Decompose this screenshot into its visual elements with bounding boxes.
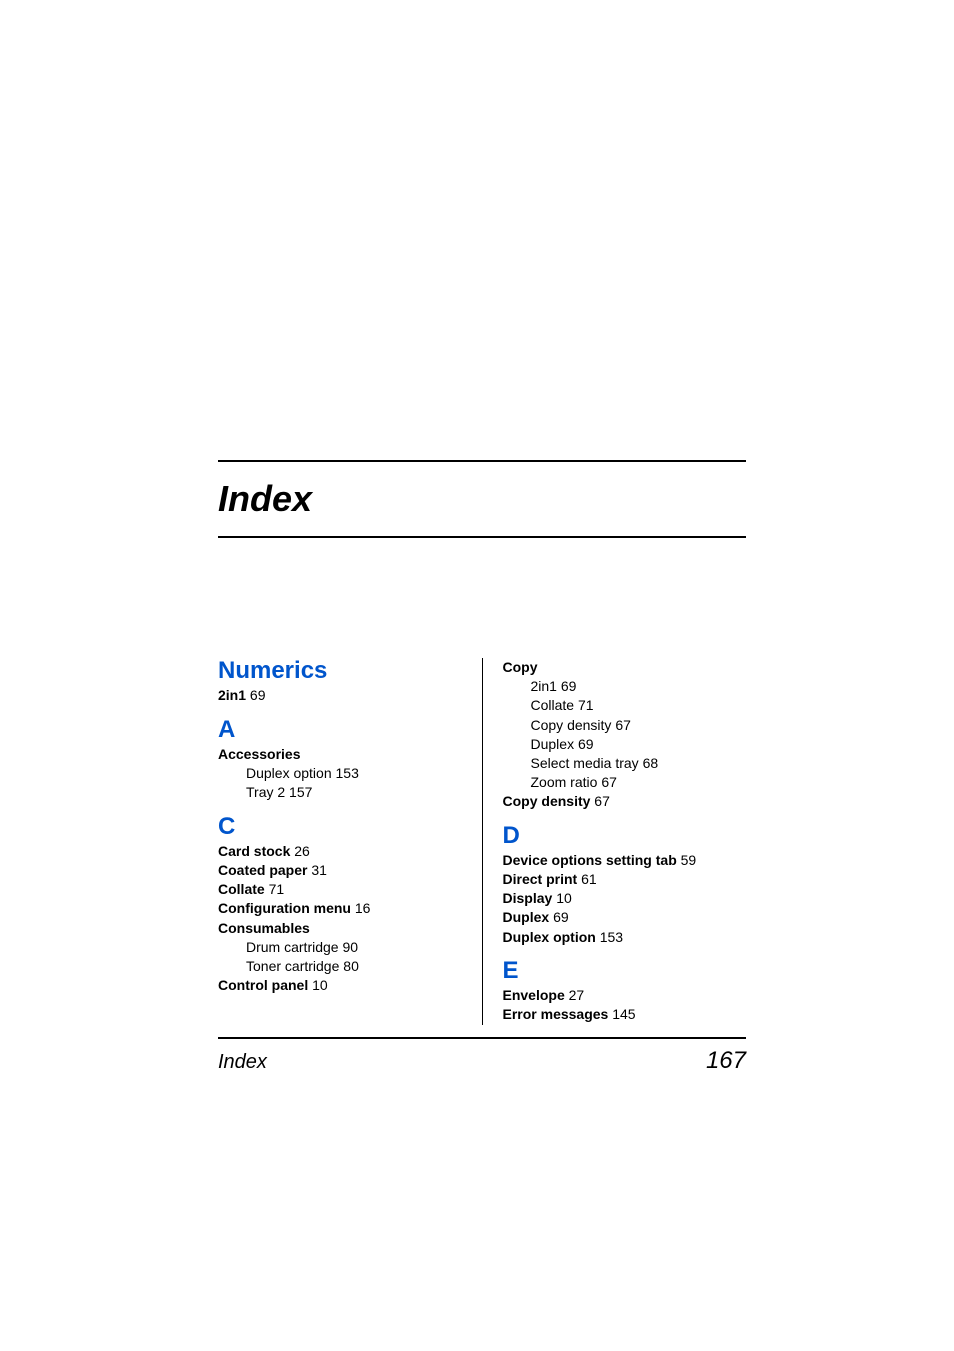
index-entry[interactable]: Display 10 [503, 889, 747, 907]
index-page-ref: 31 [311, 862, 327, 878]
index-column-left: Numerics 2in1 69 A Accessories Duplex op… [218, 658, 482, 1025]
index-entry[interactable]: Configuration menu 16 [218, 899, 462, 917]
footer-page-number: 167 [706, 1047, 746, 1075]
index-entry[interactable]: Duplex option 153 [503, 928, 747, 946]
index-sub-label: Tray 2 [246, 784, 285, 800]
index-entry: Copy [503, 658, 747, 676]
index-entry[interactable]: Control panel 10 [218, 976, 462, 994]
index-sub-label: 2in1 [531, 678, 557, 694]
index-term: Accessories [218, 746, 301, 762]
index-term: Collate [218, 881, 265, 897]
index-sub-entry[interactable]: Tray 2 157 [218, 783, 462, 801]
index-sub-label: Copy density [531, 717, 612, 733]
index-term: Device options setting tab [503, 852, 677, 868]
index-sub-entry[interactable]: Collate 71 [503, 696, 747, 714]
section-heading-c: C [218, 814, 462, 840]
index-term: Duplex option [503, 929, 596, 945]
section-heading-d: D [503, 823, 747, 849]
index-sub-entry[interactable]: Toner cartridge 80 [218, 957, 462, 975]
index-term: Error messages [503, 1006, 609, 1022]
index-entry[interactable]: Collate 71 [218, 880, 462, 898]
section-heading-numerics: Numerics [218, 658, 462, 684]
index-term: Envelope [503, 987, 565, 1003]
index-term: Copy [503, 659, 538, 675]
index-term: Copy density [503, 793, 591, 809]
index-page-ref: 69 [250, 687, 266, 703]
index-sub-label: Collate [531, 697, 575, 713]
index-term: Configuration menu [218, 900, 351, 916]
index-page-ref: 80 [343, 958, 359, 974]
index-sub-entry[interactable]: Drum cartridge 90 [218, 938, 462, 956]
page-footer: Index 167 [218, 1037, 746, 1075]
index-sub-label: Zoom ratio [531, 774, 598, 790]
index-page-ref: 67 [615, 717, 631, 733]
index-page-ref: 69 [561, 678, 577, 694]
index-page-ref: 27 [569, 987, 585, 1003]
title-section: Index [218, 460, 746, 538]
section-heading-a: A [218, 717, 462, 743]
index-term: Coated paper [218, 862, 307, 878]
index-sub-label: Select media tray [531, 755, 639, 771]
index-page-ref: 71 [269, 881, 285, 897]
index-page-ref: 69 [578, 736, 594, 752]
index-page-ref: 153 [600, 929, 623, 945]
index-page-ref: 145 [612, 1006, 635, 1022]
index-term: Control panel [218, 977, 308, 993]
index-page-ref: 68 [643, 755, 659, 771]
index-term: Duplex [503, 909, 550, 925]
index-sub-label: Duplex option [246, 765, 332, 781]
index-sub-entry[interactable]: Copy density 67 [503, 716, 747, 734]
index-sub-entry[interactable]: Select media tray 68 [503, 754, 747, 772]
index-page-ref: 59 [681, 852, 697, 868]
index-entry[interactable]: Copy density 67 [503, 792, 747, 810]
index-page-ref: 67 [594, 793, 610, 809]
index-term: Consumables [218, 920, 310, 936]
index-entry[interactable]: Coated paper 31 [218, 861, 462, 879]
index-entry: Accessories [218, 745, 462, 763]
index-term: 2in1 [218, 687, 246, 703]
section-heading-e: E [503, 958, 747, 984]
index-page-ref: 90 [342, 939, 358, 955]
index-page-ref: 67 [601, 774, 617, 790]
index-entry[interactable]: Device options setting tab 59 [503, 851, 747, 869]
index-page-ref: 153 [336, 765, 359, 781]
index-sub-entry[interactable]: Duplex 69 [503, 735, 747, 753]
index-sub-label: Drum cartridge [246, 939, 339, 955]
index-entry[interactable]: Card stock 26 [218, 842, 462, 860]
page-container: Index Numerics 2in1 69 A Accessories Dup… [218, 0, 746, 1351]
index-page-ref: 26 [294, 843, 310, 859]
index-page-ref: 69 [553, 909, 569, 925]
footer-label: Index [218, 1051, 267, 1074]
index-page-ref: 10 [312, 977, 328, 993]
index-entry[interactable]: Envelope 27 [503, 986, 747, 1004]
index-entry[interactable]: Error messages 145 [503, 1005, 747, 1023]
index-page-ref: 61 [581, 871, 597, 887]
index-column-right: Copy 2in1 69 Collate 71 Copy density 67 … [482, 658, 747, 1025]
index-entry: Consumables [218, 919, 462, 937]
index-term: Card stock [218, 843, 290, 859]
index-sub-label: Toner cartridge [246, 958, 339, 974]
index-entry[interactable]: Duplex 69 [503, 908, 747, 926]
index-term: Display [503, 890, 553, 906]
index-page-ref: 157 [289, 784, 312, 800]
page-title: Index [218, 478, 746, 520]
index-page-ref: 10 [556, 890, 572, 906]
index-page-ref: 71 [578, 697, 594, 713]
index-sub-label: Duplex [531, 736, 575, 752]
index-page-ref: 16 [355, 900, 371, 916]
index-sub-entry[interactable]: Duplex option 153 [218, 764, 462, 782]
index-term: Direct print [503, 871, 578, 887]
index-columns: Numerics 2in1 69 A Accessories Duplex op… [218, 658, 746, 1025]
index-entry[interactable]: Direct print 61 [503, 870, 747, 888]
index-sub-entry[interactable]: Zoom ratio 67 [503, 773, 747, 791]
index-sub-entry[interactable]: 2in1 69 [503, 677, 747, 695]
index-entry[interactable]: 2in1 69 [218, 686, 462, 704]
